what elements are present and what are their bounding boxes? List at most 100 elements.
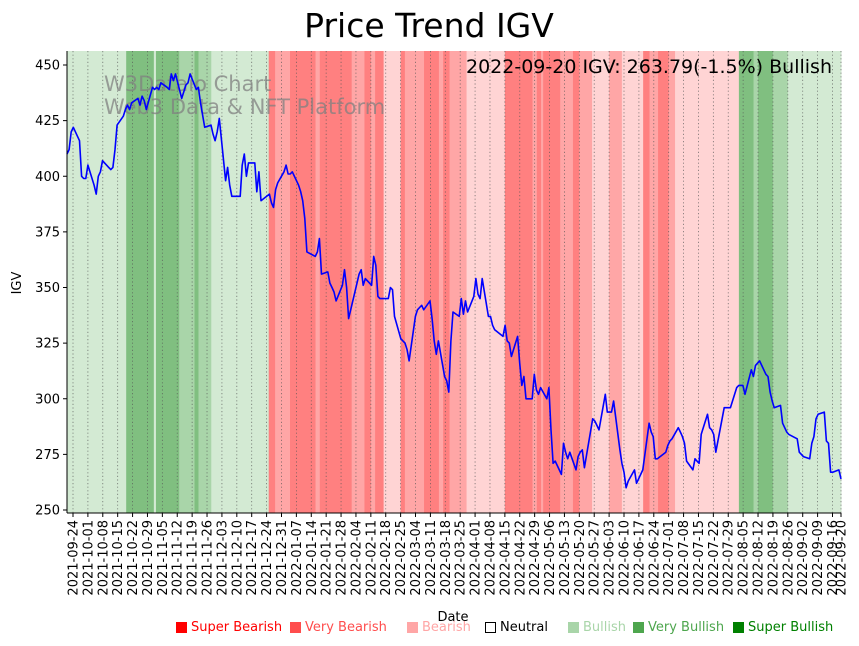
sentiment-band xyxy=(438,51,444,513)
x-tick-label: 2021-11-12 xyxy=(171,520,186,596)
x-tick-label: 2022-01-07 xyxy=(290,520,305,596)
x-tick-label: 2022-05-13 xyxy=(558,520,573,596)
x-tick-label: 2022-04-22 xyxy=(513,520,528,596)
sentiment-band xyxy=(194,51,200,513)
sentiment-band xyxy=(275,51,291,513)
y-axis-label: IGV xyxy=(10,271,25,294)
x-tick-label: 2021-12-10 xyxy=(230,520,245,596)
legend-label: Very Bullish xyxy=(648,620,725,635)
sentiment-band xyxy=(772,51,788,513)
sentiment-band xyxy=(536,51,542,513)
sentiment-band xyxy=(668,51,676,513)
x-tick-label: 2021-10-29 xyxy=(141,520,156,596)
x-tick-label: 2022-05-27 xyxy=(588,520,603,596)
x-tick-label: 2021-12-17 xyxy=(245,520,260,596)
legend-label: Bullish xyxy=(583,620,627,635)
legend-swatch-icon xyxy=(633,622,644,633)
chart-title: Price Trend IGV xyxy=(304,6,554,45)
price-series xyxy=(66,73,842,489)
x-tick-label: 2022-03-04 xyxy=(409,520,424,596)
x-tick-label: 2022-07-15 xyxy=(692,520,707,596)
sentiment-band xyxy=(268,51,276,513)
sentiment-band xyxy=(404,51,425,513)
x-tick-label: 2022-09-20 xyxy=(835,520,850,596)
sentiment-band xyxy=(383,51,402,513)
legend-item-very-bullish: Very Bullish xyxy=(633,620,724,635)
sentiment-band xyxy=(592,51,610,513)
x-tick-label: 2022-08-26 xyxy=(781,520,796,596)
legend-swatch-icon xyxy=(176,622,187,633)
x-tick-label: 2022-07-08 xyxy=(677,520,692,596)
x-tick-label: 2022-01-28 xyxy=(335,520,350,596)
sentiment-band xyxy=(504,51,534,513)
x-tick-label: 2021-10-22 xyxy=(126,520,141,596)
sentiment-band xyxy=(198,51,212,513)
x-tick-label: 2021-12-03 xyxy=(215,520,230,596)
axes xyxy=(66,51,841,514)
x-tick-label: 2022-09-16 xyxy=(826,520,841,596)
x-tick-label: 2021-12-24 xyxy=(260,520,275,596)
x-tick-label: 2022-01-14 xyxy=(305,520,320,596)
legend-item-super-bullish: Super Bullish xyxy=(733,620,833,635)
sentiment-band xyxy=(738,51,755,513)
x-tick-label: 2022-07-01 xyxy=(662,520,677,596)
sentiment-band xyxy=(155,51,180,513)
sentiment-band xyxy=(541,51,544,513)
legend-label: Bearish xyxy=(422,620,471,635)
x-tick-label: 2022-06-24 xyxy=(647,520,662,596)
y-tick-label: 250 xyxy=(35,504,60,519)
legend-item-neutral: Neutral xyxy=(485,620,548,635)
sentiment-band xyxy=(658,51,670,513)
x-tick-label: 2021-10-08 xyxy=(96,520,111,596)
x-tick-label: 2021-12-31 xyxy=(275,520,290,596)
x-tick-label: 2022-03-18 xyxy=(439,520,454,596)
x-tick-label: 2022-07-22 xyxy=(707,520,722,596)
x-tick-label: 2021-11-05 xyxy=(156,520,171,596)
x-tick-label: 2022-01-21 xyxy=(320,520,335,596)
y-tick-label: 400 xyxy=(35,170,60,185)
x-tick-label: 2022-04-15 xyxy=(498,520,513,596)
x-tick-label: 2022-08-05 xyxy=(737,520,752,596)
sentiment-band xyxy=(375,51,385,513)
sentiment-band xyxy=(787,51,842,513)
x-tick-label: 2022-02-25 xyxy=(394,520,409,596)
x-tick-label: 2022-06-10 xyxy=(618,520,633,596)
x-tick-label: 2022-04-01 xyxy=(469,520,484,596)
x-axis-ticks: 2021-09-24 2021-10-01 2021-10-08 2021-10-15… xyxy=(67,513,850,596)
legend-swatch-icon xyxy=(733,622,744,633)
x-tick-label: 2022-09-09 xyxy=(811,520,826,596)
sentiment-band xyxy=(179,51,195,513)
x-tick-label: 2022-04-08 xyxy=(483,520,498,596)
latest-price-annotation: 2022-09-20 IGV: 263.79(-1.5%) Bullish xyxy=(466,56,832,78)
x-tick-label: 2021-10-01 xyxy=(81,520,96,596)
sentiment-band xyxy=(319,51,353,513)
sentiment-bands xyxy=(67,51,842,513)
sentiment-band xyxy=(560,51,574,513)
y-tick-label: 350 xyxy=(35,281,60,296)
x-tick-label: 2022-07-29 xyxy=(722,520,737,596)
x-tick-label: 2021-09-24 xyxy=(67,520,82,596)
x-tick-label: 2022-02-04 xyxy=(349,520,364,596)
sentiment-band xyxy=(424,51,440,513)
x-tick-label: 2022-05-20 xyxy=(573,520,588,596)
sentiment-band xyxy=(579,51,593,513)
sentiment-band xyxy=(753,51,759,513)
sentiment-band xyxy=(351,51,365,513)
y-tick-label: 300 xyxy=(35,392,60,407)
x-tick-label: 2022-05-06 xyxy=(543,520,558,596)
y-tick-label: 425 xyxy=(35,114,60,129)
x-tick-label: 2022-03-11 xyxy=(424,520,439,596)
legend-swatch-icon xyxy=(568,622,579,633)
y-tick-label: 275 xyxy=(35,448,60,463)
x-tick-label: 2022-03-25 xyxy=(454,520,469,596)
x-tick-label: 2022-08-12 xyxy=(752,520,767,596)
sentiment-band xyxy=(443,51,451,513)
sentiment-band xyxy=(572,51,580,513)
sentiment-band xyxy=(400,51,406,513)
legend-swatch-icon xyxy=(485,622,496,633)
x-tick-label: 2022-09-02 xyxy=(796,520,811,596)
sentiment-band xyxy=(675,51,740,513)
sentiment-band xyxy=(643,51,651,513)
sentiment-band xyxy=(758,51,774,513)
